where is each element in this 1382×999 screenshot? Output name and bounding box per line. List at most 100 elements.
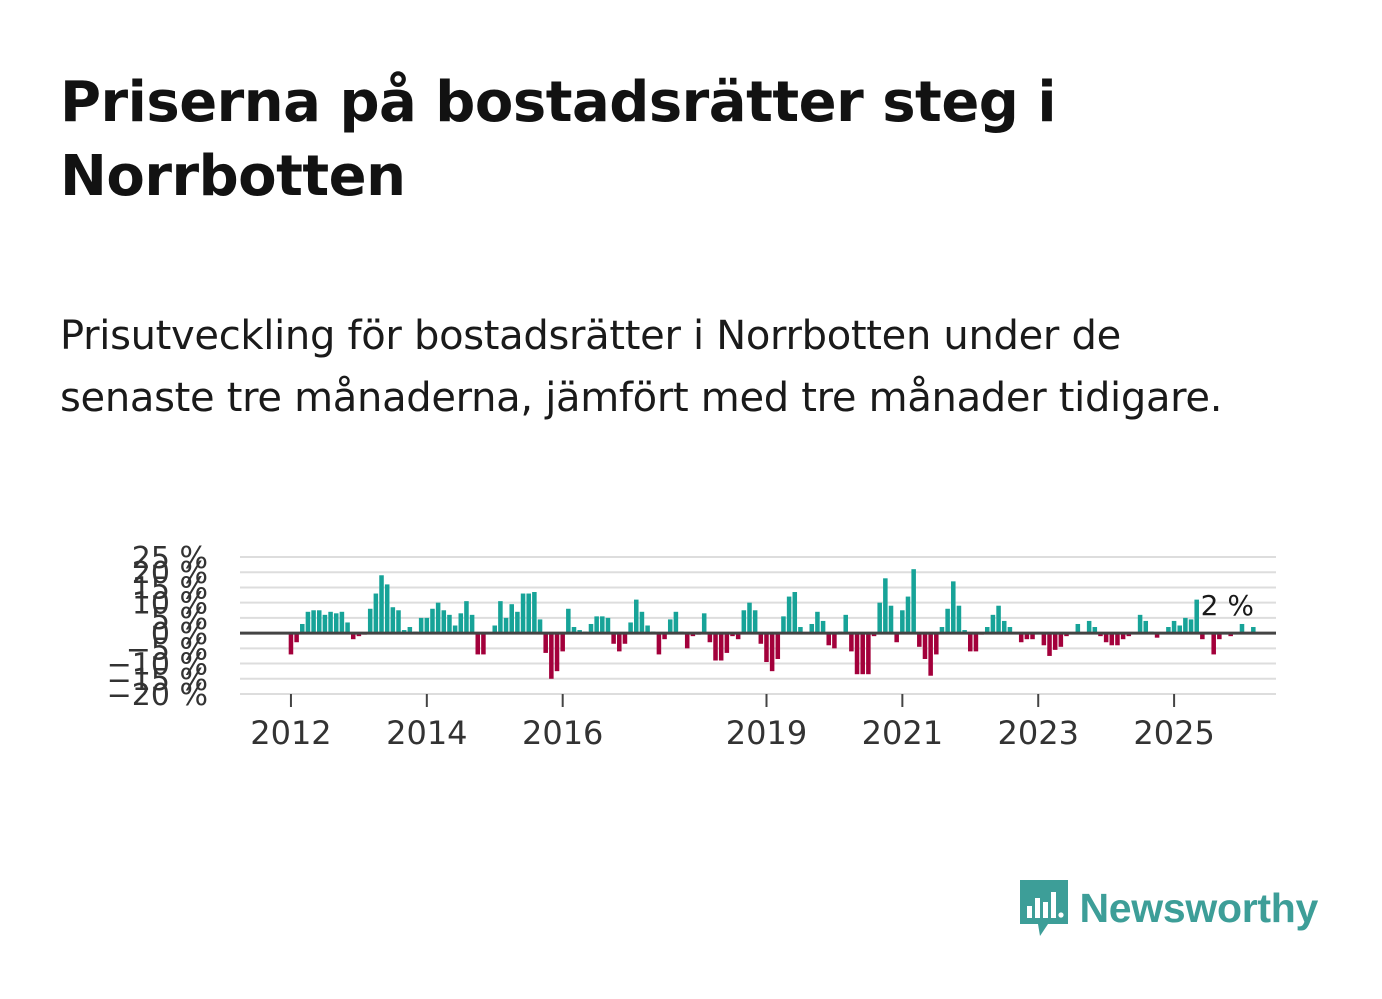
bar (628, 622, 633, 634)
bar (939, 627, 945, 634)
y-axis: 25 %20 %15 %10 %5 %0 %−5 %−10 %−15 %−20 … (107, 541, 208, 713)
x-tick-label: 2021 (862, 714, 943, 752)
bar (1239, 623, 1245, 634)
bar (1166, 627, 1171, 634)
bar (662, 633, 667, 640)
bar (1086, 620, 1092, 634)
bar (866, 633, 871, 675)
bar (549, 633, 554, 679)
bar (509, 604, 514, 634)
bar (560, 633, 565, 652)
bar (1001, 620, 1007, 634)
bar (945, 608, 950, 634)
bar (990, 614, 996, 634)
bar (1075, 623, 1081, 634)
bar (1007, 627, 1013, 634)
bar (1047, 633, 1052, 656)
bar (634, 599, 639, 634)
bar (532, 592, 537, 634)
bar (1183, 617, 1188, 634)
bar (973, 633, 979, 652)
grid-lines (240, 556, 1276, 695)
bar (1251, 627, 1256, 634)
bar (798, 627, 803, 634)
bar (475, 633, 481, 655)
bar (464, 601, 469, 634)
bar (396, 610, 401, 634)
bar-chart: 25 %20 %15 %10 %5 %0 %−5 %−10 %−15 %−20 … (107, 541, 1276, 752)
bar (328, 611, 333, 634)
bar (622, 633, 628, 644)
x-tick-label: 2016 (522, 714, 603, 752)
bar (1217, 633, 1222, 640)
bar (690, 633, 696, 637)
bar (1109, 633, 1115, 646)
bar (379, 575, 384, 634)
bar (877, 602, 882, 634)
bar (928, 633, 933, 676)
bar (888, 605, 894, 634)
bar (951, 581, 956, 634)
bar (1058, 633, 1064, 647)
x-tick-label: 2014 (386, 714, 467, 752)
bar (300, 623, 305, 634)
bar (424, 617, 430, 634)
bar (407, 627, 413, 634)
bar (1154, 633, 1160, 638)
bar (1115, 633, 1120, 646)
bar (860, 633, 865, 675)
bar (481, 633, 486, 655)
bar (1041, 633, 1047, 646)
bar (401, 630, 407, 634)
bar (1200, 633, 1205, 640)
bar (1137, 614, 1143, 634)
bar (905, 596, 911, 634)
x-tick-label: 2023 (998, 714, 1079, 752)
bar (384, 584, 390, 634)
bar (441, 610, 447, 634)
bar (639, 611, 645, 634)
bar (566, 608, 571, 634)
y-tick-label: 15 % (132, 571, 208, 606)
y-tick-label: −10 % (107, 648, 208, 683)
bar (781, 616, 786, 634)
bar (288, 633, 294, 655)
bar (435, 602, 441, 634)
y-tick-label: −15 % (107, 663, 208, 698)
bar (611, 633, 616, 644)
bar (333, 613, 339, 634)
bar (350, 633, 356, 640)
bar (1064, 633, 1069, 637)
chart-subtitle: Prisutveckling för bostadsrätter i Norrb… (60, 313, 1223, 421)
chart-title: Priserna på bostadsrätter steg i Norrbot… (60, 70, 1057, 209)
bar (843, 614, 848, 634)
bar (605, 617, 611, 634)
y-tick-label: −20 % (107, 678, 208, 713)
bar (600, 616, 605, 634)
bar (922, 633, 928, 659)
bar (577, 630, 582, 634)
bar (294, 633, 299, 643)
brand-name: Newsworthy (1079, 884, 1319, 931)
x-tick-label: 2019 (726, 714, 807, 752)
bar (543, 633, 548, 653)
bar (792, 592, 798, 634)
bar (718, 633, 724, 661)
bar (339, 611, 345, 634)
bar (730, 633, 735, 637)
y-tick-label: 20 % (132, 556, 208, 591)
bar (815, 611, 820, 634)
bar (809, 623, 815, 634)
bar (1177, 625, 1182, 634)
bar (452, 625, 458, 634)
bar (503, 617, 509, 634)
bar (968, 633, 973, 652)
bar (769, 633, 775, 672)
y-tick-label: 5 % (151, 602, 208, 637)
bar (645, 625, 650, 634)
bar (752, 610, 758, 634)
bar (469, 614, 475, 634)
bar (1211, 633, 1216, 655)
bar (373, 593, 379, 634)
y-tick-label: 10 % (132, 587, 208, 622)
